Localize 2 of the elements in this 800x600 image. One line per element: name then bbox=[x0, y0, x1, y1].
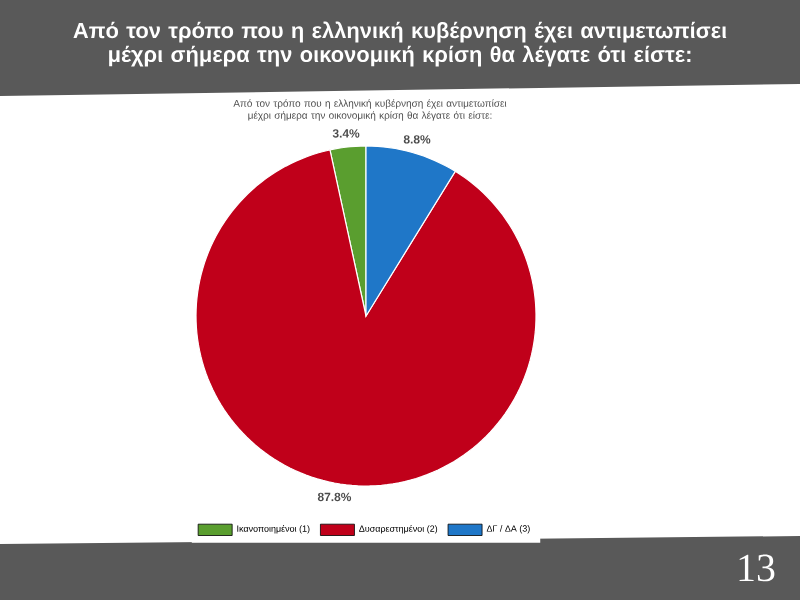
chart-title: Από τον τρόπο που η ελληνική κυβέρνηση έχει αντιμετωπίσει μέχρι σήμερα την οικονομική κρίση θα λέγατε ότι είστε: bbox=[73, 21, 727, 67]
text: 13 bbox=[739, 554, 775, 582]
